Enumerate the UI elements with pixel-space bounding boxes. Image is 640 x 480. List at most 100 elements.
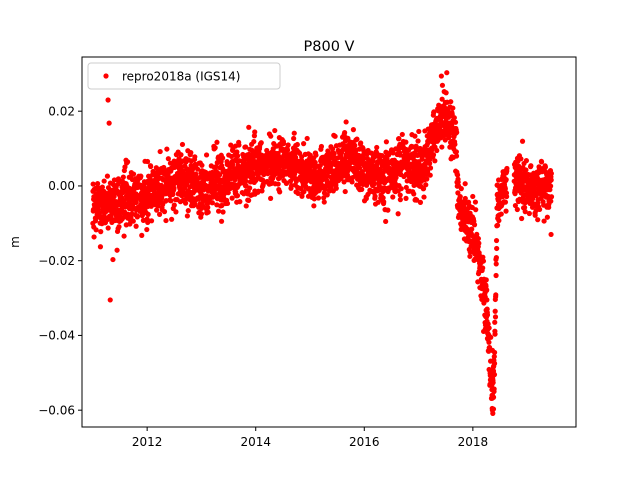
data-point [451, 115, 457, 121]
data-point [492, 319, 498, 325]
data-point [408, 178, 414, 185]
data-point [205, 204, 211, 211]
data-point [354, 136, 360, 142]
data-point [455, 179, 461, 185]
data-point [491, 388, 497, 395]
data-point [358, 140, 364, 146]
data-point [329, 146, 336, 152]
data-point [130, 171, 137, 177]
data-point [375, 199, 381, 205]
data-point [548, 198, 554, 204]
data-point [492, 331, 498, 337]
data-point [496, 217, 502, 224]
data-point [198, 211, 205, 217]
data-point [535, 217, 541, 223]
data-point [453, 149, 459, 155]
data-point [490, 377, 496, 383]
data-point [230, 161, 236, 168]
data-point [268, 133, 274, 139]
data-point [457, 193, 463, 200]
data-point [291, 135, 297, 142]
data-point [523, 158, 530, 164]
data-point [438, 73, 444, 79]
data-point [492, 314, 499, 320]
data-point [342, 130, 348, 136]
data-point [183, 200, 189, 206]
data-point [397, 197, 403, 203]
data-point [116, 224, 122, 230]
data-point [481, 280, 487, 286]
data-point [411, 191, 417, 197]
data-point [439, 82, 446, 88]
data-point [473, 207, 479, 213]
data-point [317, 162, 323, 169]
legend-marker [103, 73, 109, 79]
data-point [427, 172, 433, 178]
data-point [488, 334, 494, 340]
data-point [145, 211, 151, 217]
data-point [494, 222, 501, 228]
data-point [397, 192, 403, 198]
data-point [272, 127, 278, 134]
data-point [171, 185, 177, 191]
data-point [243, 144, 249, 150]
data-point [284, 147, 291, 153]
data-point [311, 196, 317, 202]
data-point [548, 177, 554, 183]
data-point [122, 164, 128, 170]
data-point [430, 152, 437, 158]
data-point [106, 120, 112, 126]
data-point [372, 193, 378, 199]
data-point [385, 207, 391, 213]
data-point [315, 195, 322, 201]
data-point [333, 185, 339, 191]
data-point [454, 172, 461, 178]
data-point [150, 172, 156, 178]
data-point [548, 194, 555, 200]
data-point [403, 139, 409, 145]
data-point [120, 174, 126, 180]
data-point [399, 131, 405, 138]
data-point [522, 204, 528, 211]
data-point [491, 360, 498, 367]
data-point [504, 193, 510, 200]
data-point [480, 258, 487, 264]
data-point [476, 240, 482, 246]
data-point [205, 209, 211, 215]
data-point [504, 165, 510, 172]
legend: repro2018a (IGS14) [87, 62, 281, 90]
chart-title: P800 V [304, 39, 355, 55]
data-point [419, 156, 425, 162]
data-point [486, 325, 492, 331]
data-point [164, 146, 170, 152]
data-point [490, 368, 497, 374]
data-point [203, 152, 210, 158]
data-point [439, 144, 445, 150]
data-point [215, 208, 222, 214]
data-point [343, 119, 349, 125]
y-tick-label: 0.02 [48, 104, 75, 118]
data-point [421, 194, 427, 200]
data-point [415, 138, 421, 144]
data-point [225, 190, 231, 196]
data-point [519, 138, 526, 144]
data-point [259, 188, 265, 194]
y-tick-label: 0.00 [48, 179, 75, 193]
data-point [374, 144, 380, 151]
data-point [295, 190, 301, 196]
data-point [450, 105, 456, 111]
data-point [105, 225, 111, 231]
data-point [235, 153, 241, 159]
data-point [503, 208, 509, 214]
legend-label: repro2018a (IGS14) [122, 70, 240, 84]
data-point [472, 199, 479, 205]
data-point [332, 133, 338, 139]
data-point [121, 233, 127, 239]
data-point [494, 245, 500, 252]
data-point [544, 214, 550, 220]
data-point [243, 178, 249, 184]
data-point [134, 213, 141, 219]
data-point [220, 155, 226, 161]
data-point [192, 201, 198, 208]
data-point [313, 152, 319, 158]
